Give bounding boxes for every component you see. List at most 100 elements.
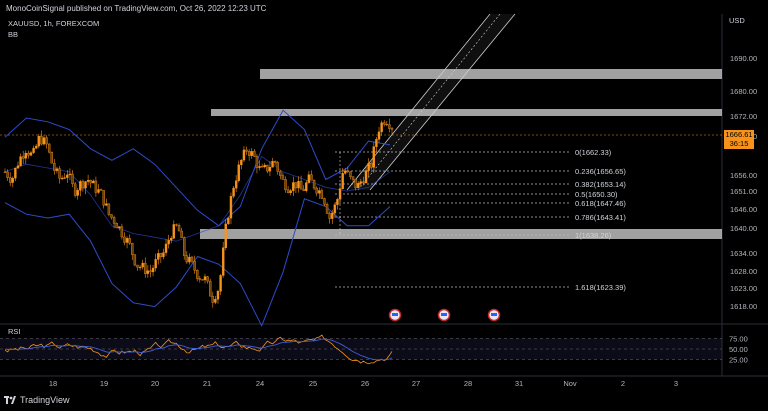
support-resistance-zone [260, 69, 722, 79]
candle-body [292, 182, 295, 191]
candle-body [63, 177, 66, 179]
candle-body [370, 162, 373, 168]
x-tick-label: 19 [100, 379, 108, 388]
candle-body [128, 238, 131, 244]
candle-body [188, 256, 191, 263]
rsi-level-label: 75.00 [729, 335, 748, 344]
candle-body [16, 165, 20, 169]
candle-body [37, 136, 40, 147]
candle-body [203, 276, 207, 281]
candle-body [3, 171, 7, 173]
candle-body [180, 230, 183, 238]
channel-mid-line [357, 13, 501, 191]
y-tick-label: 1680.00 [730, 87, 757, 96]
x-tick-label: 18 [49, 379, 57, 388]
candle-body [105, 203, 108, 206]
candle-body [221, 247, 225, 276]
candle-body [284, 179, 287, 191]
candle-body [136, 264, 139, 268]
candle-body [242, 149, 246, 161]
y-tick-label: 1672.00 [730, 112, 757, 121]
candle-body [305, 182, 308, 191]
candle-body [380, 122, 383, 133]
candle-body [253, 151, 256, 157]
candle-body [390, 128, 394, 130]
x-tick-label: 20 [151, 379, 159, 388]
y-tick-label: 1628.00 [730, 267, 757, 276]
candle-body [346, 170, 350, 173]
candle-body [216, 291, 220, 300]
bar-countdown: 36:15 [729, 139, 749, 148]
candle-body [208, 280, 212, 297]
candle-body [276, 162, 279, 172]
fib-level-label: 0.786(1643.41) [575, 213, 626, 222]
candle-body [177, 225, 181, 232]
candle-body [162, 252, 165, 258]
news-flag-icon-inner [441, 313, 447, 316]
candle-body [232, 187, 235, 197]
candle-body [89, 180, 92, 184]
x-tick-label: 27 [412, 379, 420, 388]
x-tick-label: 21 [203, 379, 211, 388]
candle-body [271, 161, 274, 168]
candle-body [198, 278, 201, 280]
candle-body [255, 156, 259, 168]
channel-lower-line [346, 13, 491, 191]
candle-body [50, 151, 53, 164]
candle-body [388, 124, 391, 129]
x-tick-label: 26 [361, 379, 369, 388]
candle-body [24, 152, 27, 159]
footer-brand[interactable]: TradingView [4, 395, 70, 405]
candle-body [219, 275, 222, 292]
rsi-label[interactable]: RSI [8, 327, 21, 336]
y-tick-label: 1640.00 [730, 224, 757, 233]
symbol-label[interactable]: XAUUSD, 1h, FOREXCOM [8, 19, 100, 28]
candle-body [151, 267, 155, 273]
candle-body [193, 260, 196, 271]
x-tick-label: 31 [515, 379, 523, 388]
y-tick-label: 1623.00 [730, 284, 757, 293]
candle-body [349, 171, 352, 177]
candle-body [131, 243, 134, 255]
candle-body [172, 224, 176, 239]
candle-body [185, 255, 189, 263]
candle-body [99, 189, 103, 191]
candle-body [144, 262, 147, 274]
y-tick-label: 1646.00 [730, 205, 757, 214]
candle-body [240, 159, 243, 166]
candle-body [66, 174, 69, 178]
fib-level-label: 1.618(1623.39) [575, 283, 626, 292]
candle-body [359, 181, 363, 184]
candle-body [112, 217, 116, 224]
candle-body [125, 238, 129, 243]
candle-body [375, 139, 378, 147]
tradingview-logo-icon [4, 396, 16, 404]
candle-body [312, 179, 316, 189]
candle-body [302, 188, 305, 191]
candle-body [273, 161, 277, 163]
candle-body [73, 183, 77, 196]
candle-body [60, 177, 64, 180]
x-tick-label: 28 [464, 379, 472, 388]
rsi-level-label: 25.00 [729, 356, 748, 365]
candle-body [115, 223, 118, 229]
candle-body [333, 204, 337, 214]
candle-body [164, 243, 168, 253]
candle-body [97, 189, 100, 193]
currency-label: USD [729, 16, 745, 25]
candle-body [331, 212, 334, 219]
candle-body [183, 237, 186, 256]
candle-body [94, 180, 98, 193]
candle-body [84, 181, 87, 189]
candle-body [154, 259, 157, 269]
candle-body [263, 164, 266, 168]
candle-body [201, 279, 204, 281]
candle-body [286, 189, 290, 193]
candle-body [372, 146, 376, 168]
x-tick-label: Nov [563, 379, 577, 388]
indicator-label[interactable]: BB [8, 30, 19, 39]
candle-body [68, 173, 72, 176]
candle-body [224, 223, 227, 248]
fib-level-label: 0.5(1650.30) [575, 190, 618, 199]
